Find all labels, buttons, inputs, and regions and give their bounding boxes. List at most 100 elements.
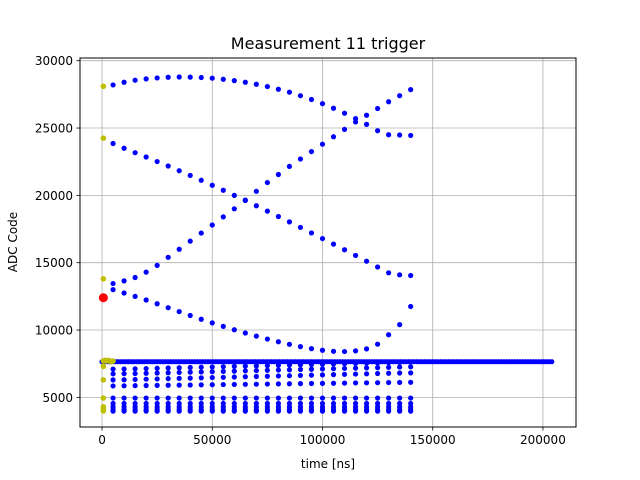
curve-point <box>143 376 149 382</box>
curve-point <box>386 132 392 138</box>
curve-point <box>187 369 193 375</box>
curve-point <box>319 141 326 147</box>
curve-point <box>198 382 204 388</box>
curve-point <box>352 365 359 371</box>
curve-point <box>143 365 149 372</box>
curve-point <box>198 375 204 381</box>
x-tick-label: 100000 <box>300 433 346 447</box>
curve-point <box>154 262 160 268</box>
curve-point <box>165 376 171 382</box>
curve-point <box>110 366 116 372</box>
curve-point <box>198 230 204 236</box>
curve-point <box>352 360 359 367</box>
curve-point <box>397 395 403 401</box>
y-tick-label: 30000 <box>35 54 73 68</box>
curve-point <box>143 269 149 275</box>
curve-point <box>297 362 304 368</box>
curve-point <box>165 74 171 80</box>
curve-point <box>264 367 270 373</box>
curve-point <box>363 380 370 386</box>
curve-point <box>397 93 403 99</box>
curve-point <box>110 395 116 401</box>
curve-point <box>308 230 315 236</box>
curve-point <box>341 380 348 386</box>
curve-point <box>242 363 248 369</box>
curve-point <box>352 371 359 377</box>
curve-point <box>121 79 127 85</box>
curve-point <box>341 408 348 414</box>
olive-point <box>100 377 107 383</box>
curve-point <box>209 382 215 388</box>
curve-point <box>375 105 381 112</box>
curve-point <box>176 382 182 388</box>
curve-point <box>253 395 259 401</box>
curve-point <box>352 348 359 354</box>
curve-point <box>198 395 204 401</box>
curve-point <box>143 382 149 389</box>
curve-point <box>154 301 160 307</box>
x-tick-label: 200000 <box>520 433 566 447</box>
curve-point <box>110 408 116 414</box>
curve-point <box>275 408 281 414</box>
curve-point <box>408 408 414 414</box>
curve-point <box>352 395 359 401</box>
curve-point <box>220 214 226 220</box>
curve-point <box>408 87 414 93</box>
curve-point <box>220 187 226 193</box>
curve-point <box>176 365 182 371</box>
curve-point <box>264 179 270 186</box>
curve-point <box>275 395 281 401</box>
curve-point <box>132 274 138 281</box>
curve-point <box>386 395 392 401</box>
curve-point <box>397 359 403 365</box>
curve-point <box>386 408 392 414</box>
curve-point <box>110 280 116 287</box>
curve-point <box>264 408 270 414</box>
chart-title: Measurement 11 trigger <box>231 34 426 53</box>
curve-point <box>264 208 270 214</box>
curve-point <box>319 101 326 107</box>
curve-point <box>132 77 138 83</box>
curve-point <box>308 148 315 155</box>
curve-point <box>275 339 281 345</box>
curve-point <box>154 365 160 371</box>
curve-point <box>253 381 259 387</box>
curve-point <box>209 75 215 81</box>
curve-point <box>187 408 193 414</box>
curve-point <box>330 241 337 247</box>
curve-point <box>352 408 359 414</box>
olive-point <box>100 408 107 414</box>
curve-point <box>363 112 370 118</box>
curve-point <box>408 364 414 370</box>
curve-point <box>154 158 160 165</box>
curve-point <box>408 370 414 376</box>
curve-point <box>308 361 315 368</box>
y-tick-label: 5000 <box>42 391 73 405</box>
curve-point <box>264 336 270 342</box>
curve-point <box>132 150 138 156</box>
curve-point <box>198 408 204 414</box>
plot-frame <box>79 57 577 428</box>
y-axis-label: ADC Code <box>6 212 20 272</box>
curve-point <box>330 408 337 414</box>
curve-point <box>330 372 337 378</box>
curve-point <box>297 156 304 162</box>
curve-point <box>187 172 193 179</box>
curve-point <box>408 303 414 310</box>
curve-point <box>275 362 281 368</box>
curve-point <box>308 372 315 378</box>
y-tick-label: 20000 <box>35 189 73 203</box>
curve-point <box>154 370 160 376</box>
curve-point <box>308 96 315 103</box>
curve-point <box>121 377 127 383</box>
curve-point <box>375 341 381 347</box>
curve-point <box>198 316 204 322</box>
curve-point <box>253 363 259 369</box>
curve-point <box>341 365 348 372</box>
curve-point <box>408 395 414 401</box>
curve-point <box>397 364 403 370</box>
curve-point <box>165 163 171 169</box>
curve-point <box>176 308 182 315</box>
curve-point <box>275 86 281 92</box>
curve-point <box>220 374 226 380</box>
